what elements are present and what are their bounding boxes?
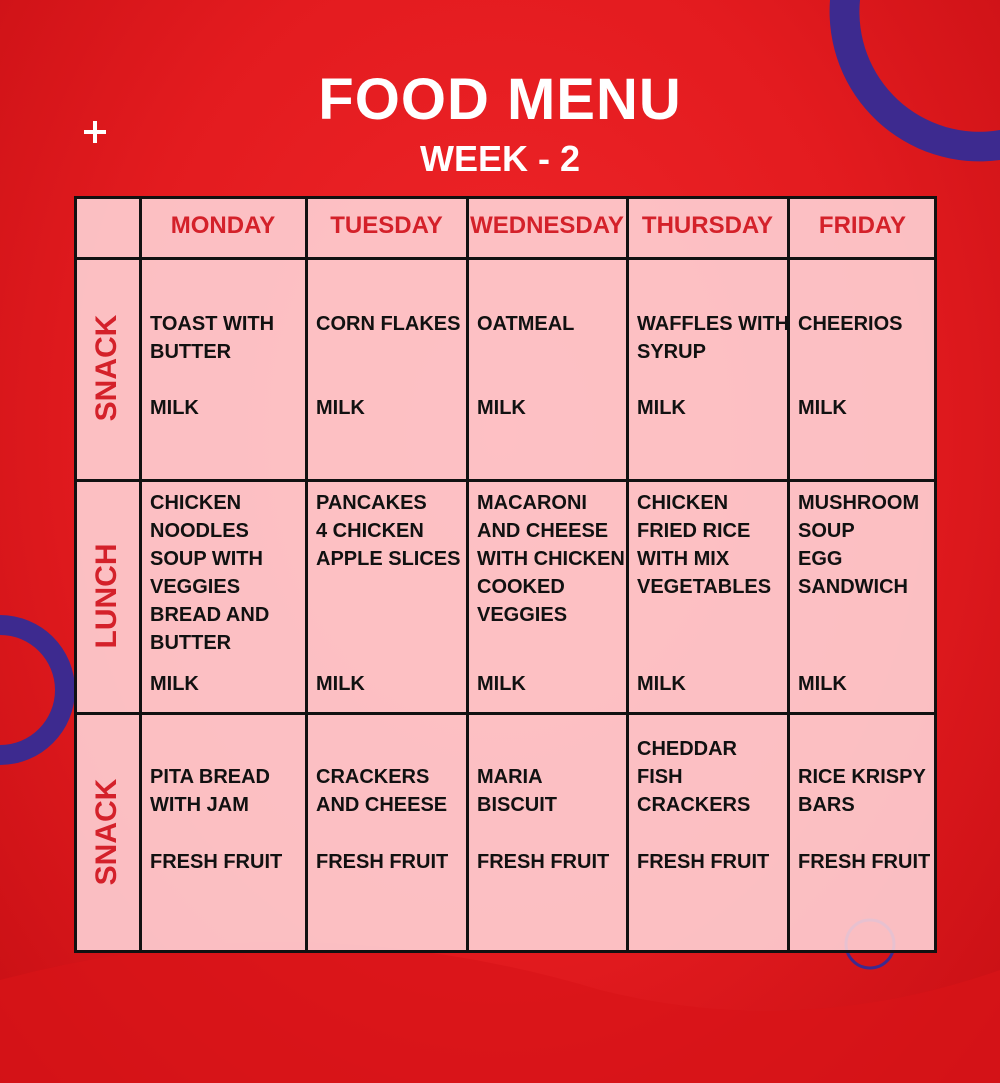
menu-item: CHEERIOS [798, 313, 903, 335]
menu-item: MARIA [477, 766, 543, 788]
menu-item: FISH [637, 766, 683, 788]
arc [0, 615, 75, 765]
drink: MILK [150, 673, 199, 695]
menu-item: APPLE SLICES [316, 548, 461, 570]
drink: MILK [150, 397, 199, 419]
grid-line [74, 712, 937, 715]
menu-item: MUSHROOM [798, 492, 920, 514]
menu-item: CHICKEN [637, 492, 729, 514]
menu-item: CRACKERS [316, 766, 430, 788]
menu-item: OATMEAL [477, 313, 575, 335]
grid-line [787, 196, 790, 953]
drink: MILK [316, 673, 365, 695]
menu-item: BISCUIT [477, 794, 557, 816]
menu-item: SYRUP [637, 341, 706, 363]
menu-item: NOODLES [150, 520, 249, 542]
menu-item: WAFFLES WITH [637, 313, 790, 335]
column-header: TUESDAY [330, 212, 443, 239]
grid-line [305, 196, 308, 953]
menu-item: FRIED RICE [637, 520, 751, 542]
menu-item: AND CHEESE [316, 794, 448, 816]
menu-item: BUTTER [150, 632, 232, 654]
menu-item: PANCAKES [316, 492, 427, 514]
subtitle: WEEK - 2 [419, 138, 580, 179]
drink: FRESH FRUIT [150, 851, 283, 873]
menu-item: SOUP [798, 520, 855, 542]
menu-item: VEGGIES [477, 604, 568, 626]
grid-line [74, 257, 937, 260]
column-header: FRIDAY [818, 212, 907, 239]
wave [0, 942, 1000, 1083]
grid-line [466, 196, 469, 953]
menu-item: VEGETABLES [637, 576, 772, 598]
menu-item: BREAD AND [150, 604, 270, 626]
menu-item: WITH MIX [637, 548, 730, 570]
drink: FRESH FRUIT [477, 851, 610, 873]
menu-item: BUTTER [150, 341, 232, 363]
row-label: SNACK [90, 314, 123, 422]
menu-item: BARS [798, 794, 855, 816]
plus [84, 121, 106, 143]
menu-item: CRACKERS [637, 794, 751, 816]
menu-item: 4 CHICKEN [316, 520, 424, 542]
title: FOOD MENU [318, 67, 682, 132]
drink: MILK [637, 673, 686, 695]
menu-item: AND CHEESE [477, 520, 609, 542]
menu-item: SANDWICH [798, 576, 908, 598]
drink: MILK [798, 397, 847, 419]
row-label: LUNCH [90, 543, 123, 648]
menu-table [74, 196, 937, 953]
arc [829, 0, 1000, 162]
drink: FRESH FRUIT [637, 851, 770, 873]
row-label: SNACK [90, 778, 123, 886]
column-header: THURSDAY [641, 212, 774, 239]
menu-item: SOUP WITH [150, 548, 263, 570]
drink: MILK [316, 397, 365, 419]
menu-item: COOKED [477, 576, 565, 598]
menu-item: CHICKEN [150, 492, 242, 514]
drink: MILK [798, 673, 847, 695]
drink: MILK [477, 397, 526, 419]
grid-line [626, 196, 629, 953]
menu-item: WITH JAM [150, 794, 249, 816]
grid-line [139, 196, 142, 953]
menu-item: MACARONI [477, 492, 587, 514]
menu-item: RICE KRISPY [798, 766, 926, 788]
menu-item: WITH CHICKEN [477, 548, 625, 570]
menu-item: CHEDDAR [637, 738, 737, 760]
drink: FRESH FRUIT [798, 851, 931, 873]
menu-item: VEGGIES [150, 576, 241, 598]
menu-item: EGG [798, 548, 843, 570]
drink: MILK [637, 397, 686, 419]
grid-line [74, 479, 937, 482]
menu-item: TOAST WITH [150, 313, 275, 335]
menu-item: PITA BREAD [150, 766, 270, 788]
column-header: WEDNESDAY [470, 212, 624, 239]
menu-item: CORN FLAKES [316, 313, 461, 335]
drink: MILK [477, 673, 526, 695]
drink: FRESH FRUIT [316, 851, 449, 873]
column-header: MONDAY [170, 212, 276, 239]
